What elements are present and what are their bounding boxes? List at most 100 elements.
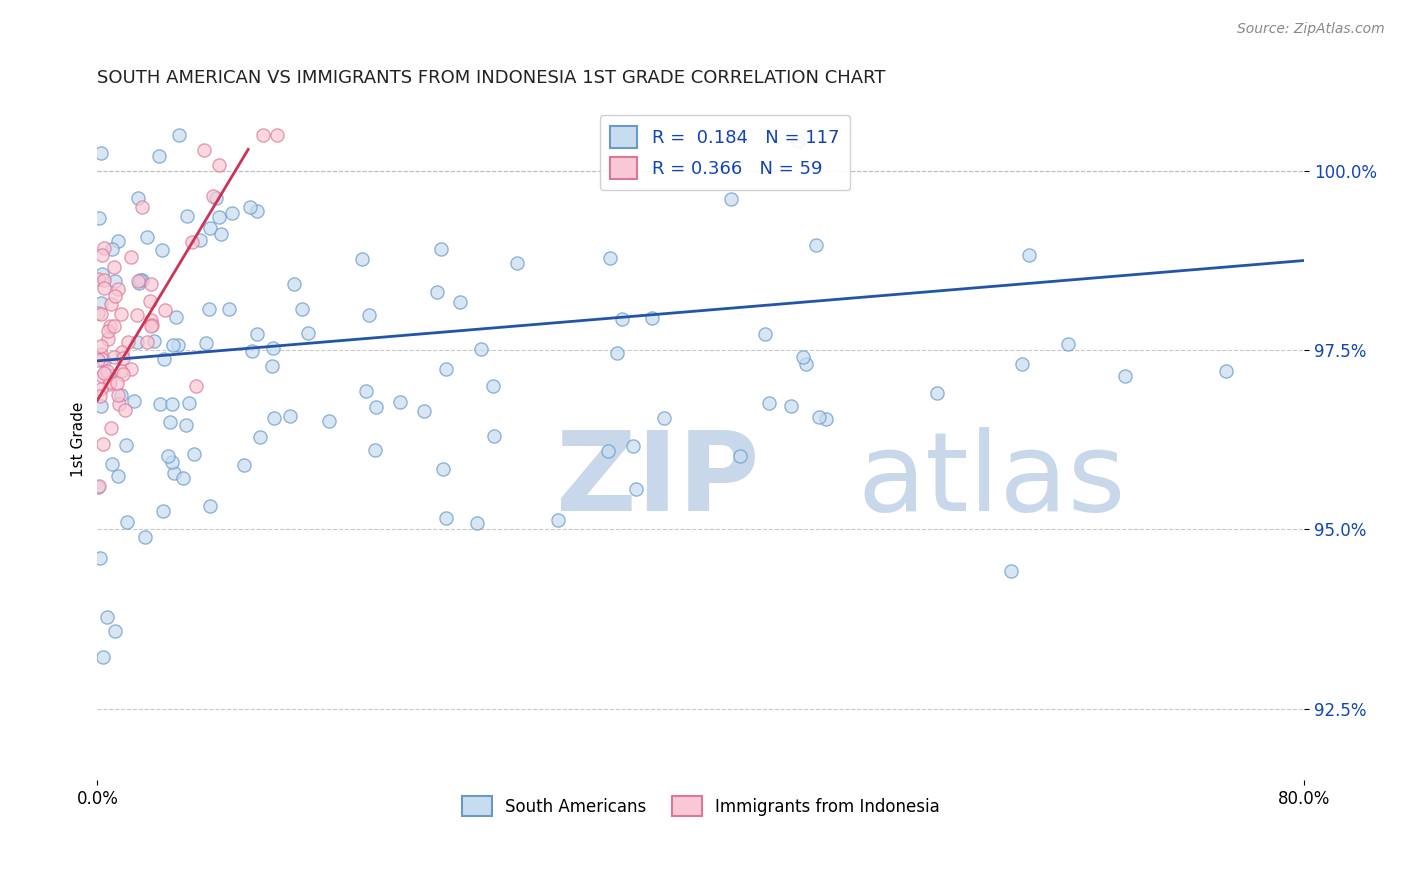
Point: [107, 388, 129, 402]
Point: [93, 367, 115, 381]
Point: [426, 285, 449, 299]
Text: atlas: atlas: [858, 427, 1126, 534]
Point: [239, 200, 262, 214]
Point: [114, 438, 136, 452]
Point: [139, 318, 162, 333]
Point: [120, 251, 142, 265]
Point: [364, 443, 387, 458]
Point: [97, 377, 120, 392]
Legend: South Americans, Immigrants from Indonesia: South Americans, Immigrants from Indones…: [456, 789, 946, 823]
Point: [101, 243, 124, 257]
Point: [218, 301, 240, 316]
Text: Source: ZipAtlas.com: Source: ZipAtlas.com: [1237, 22, 1385, 37]
Point: [152, 504, 174, 518]
Point: [232, 458, 254, 472]
Point: [720, 192, 742, 206]
Point: [1215, 364, 1237, 378]
Point: [87, 479, 110, 493]
Point: [110, 363, 132, 377]
Point: [117, 335, 139, 350]
Point: [198, 301, 221, 316]
Point: [111, 344, 134, 359]
Point: [103, 260, 125, 275]
Point: [97, 332, 120, 346]
Point: [204, 191, 226, 205]
Point: [97, 368, 120, 382]
Point: [176, 210, 198, 224]
Point: [449, 294, 471, 309]
Point: [1000, 564, 1022, 578]
Point: [792, 350, 814, 364]
Point: [162, 338, 184, 352]
Point: [127, 191, 149, 205]
Point: [652, 411, 675, 425]
Point: [787, 134, 810, 148]
Point: [297, 326, 319, 340]
Point: [240, 344, 263, 359]
Point: [606, 346, 628, 360]
Point: [728, 449, 751, 463]
Point: [134, 530, 156, 544]
Point: [482, 429, 505, 443]
Point: [1011, 357, 1033, 371]
Point: [208, 210, 231, 224]
Point: [1114, 369, 1136, 384]
Point: [91, 649, 114, 664]
Point: [165, 310, 187, 325]
Point: [596, 443, 619, 458]
Point: [98, 375, 121, 389]
Point: [103, 350, 125, 364]
Point: [389, 395, 412, 409]
Point: [90, 347, 112, 361]
Point: [209, 227, 232, 241]
Point: [163, 466, 186, 480]
Point: [599, 251, 621, 265]
Point: [181, 235, 204, 250]
Point: [188, 233, 211, 247]
Point: [758, 396, 780, 410]
Point: [93, 436, 115, 450]
Point: [754, 326, 776, 341]
Point: [131, 200, 153, 214]
Point: [1018, 248, 1040, 262]
Point: [128, 276, 150, 290]
Point: [122, 393, 145, 408]
Point: [172, 471, 194, 485]
Point: [482, 379, 505, 393]
Point: [93, 273, 115, 287]
Point: [179, 395, 201, 409]
Point: [103, 319, 125, 334]
Point: [153, 352, 176, 367]
Point: [96, 610, 118, 624]
Point: [97, 325, 120, 339]
Point: [90, 369, 112, 384]
Point: [283, 277, 305, 292]
Point: [141, 318, 163, 332]
Point: [105, 376, 128, 391]
Point: [357, 308, 380, 322]
Point: [352, 252, 374, 266]
Point: [149, 397, 172, 411]
Point: [245, 326, 267, 341]
Point: [89, 211, 111, 225]
Point: [174, 417, 197, 432]
Point: [104, 289, 127, 303]
Point: [90, 296, 112, 310]
Point: [208, 158, 231, 172]
Point: [1056, 337, 1078, 351]
Point: [86, 480, 108, 494]
Point: [136, 334, 159, 349]
Point: [100, 421, 122, 435]
Point: [87, 271, 110, 285]
Point: [195, 336, 218, 351]
Point: [104, 274, 127, 288]
Point: [110, 388, 132, 402]
Point: [794, 357, 817, 371]
Point: [93, 242, 115, 256]
Point: [465, 516, 488, 530]
Point: [814, 412, 837, 426]
Point: [89, 388, 111, 402]
Point: [198, 221, 221, 235]
Point: [110, 307, 132, 321]
Point: [925, 386, 948, 401]
